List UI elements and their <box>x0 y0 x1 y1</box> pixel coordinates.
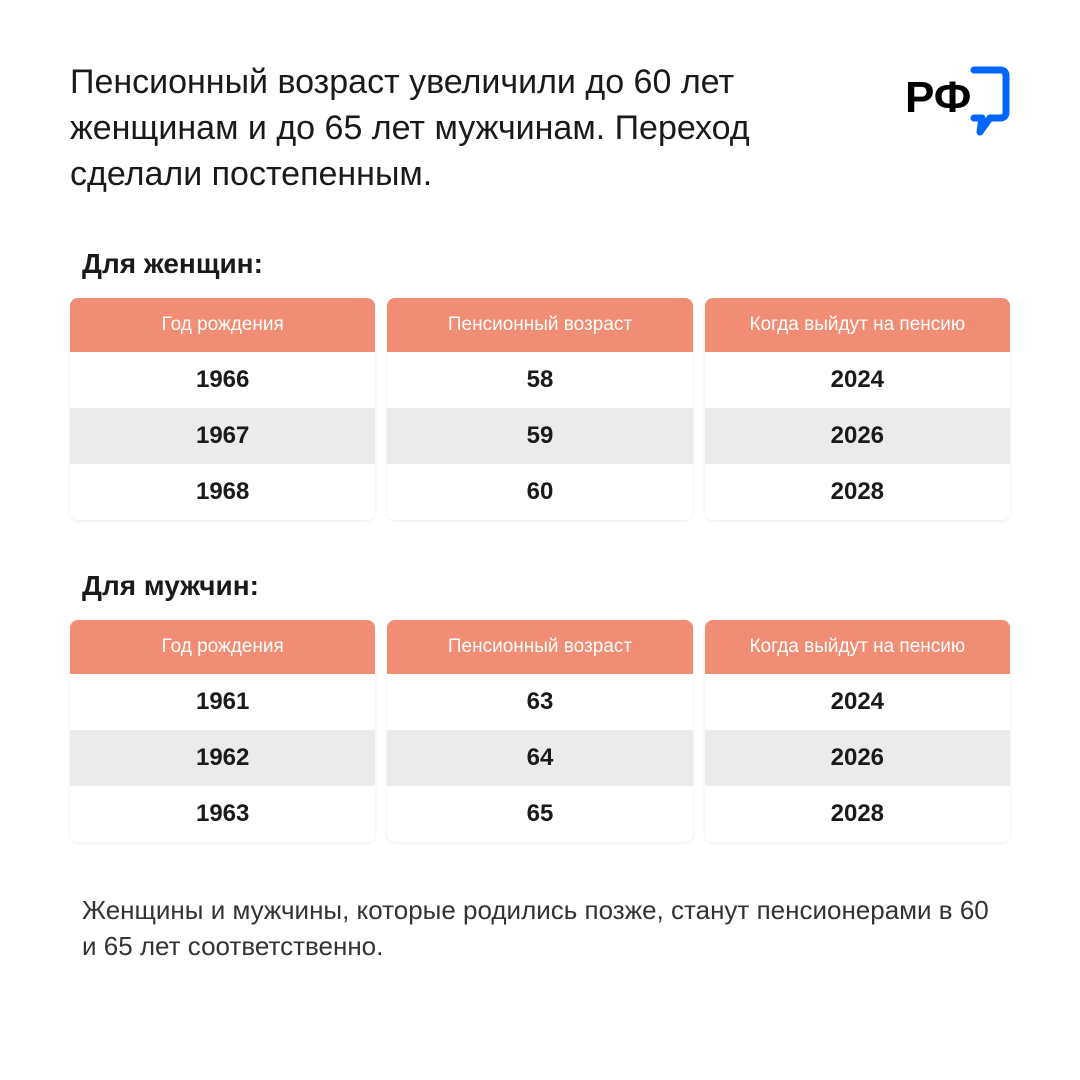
table-cell: 2024 <box>705 352 1010 408</box>
table-cell: 65 <box>387 786 692 842</box>
column-header: Пенсионный возраст <box>387 620 692 674</box>
logo-text-svg: РФ <box>905 73 971 122</box>
table-cell: 2026 <box>705 408 1010 464</box>
table-cell: 64 <box>387 730 692 786</box>
page-title: Пенсионный возраст увеличили до 60 лет ж… <box>70 60 770 198</box>
column-header: Год рождения <box>70 620 375 674</box>
column-header: Пенсионный возраст <box>387 298 692 352</box>
men-col-retire-year: Когда выйдут на пенсию 2024 2026 2028 <box>705 620 1010 842</box>
table-cell: 60 <box>387 464 692 520</box>
table-cell: 2028 <box>705 464 1010 520</box>
women-col-pension-age: Пенсионный возраст 58 59 60 <box>387 298 692 520</box>
footnote-text: Женщины и мужчины, которые родились позж… <box>70 892 1010 965</box>
column-header: Год рождения <box>70 298 375 352</box>
table-cell: 1966 <box>70 352 375 408</box>
table-cell: 63 <box>387 674 692 730</box>
table-cell: 2024 <box>705 674 1010 730</box>
speech-bubble-icon <box>974 70 1006 132</box>
table-cell: 58 <box>387 352 692 408</box>
men-table: Год рождения 1961 1962 1963 Пенсионный в… <box>70 620 1010 842</box>
men-section: Для мужчин: Год рождения 1961 1962 1963 … <box>70 570 1010 842</box>
header-row: Пенсионный возраст увеличили до 60 лет ж… <box>70 60 1010 198</box>
table-cell: 1962 <box>70 730 375 786</box>
rf-logo: РФ <box>900 60 1010 155</box>
men-section-title: Для мужчин: <box>70 570 1010 602</box>
women-col-retire-year: Когда выйдут на пенсию 2024 2026 2028 <box>705 298 1010 520</box>
women-section: Для женщин: Год рождения 1966 1967 1968 … <box>70 248 1010 520</box>
men-col-birth-year: Год рождения 1961 1962 1963 <box>70 620 375 842</box>
table-cell: 2026 <box>705 730 1010 786</box>
women-table: Год рождения 1966 1967 1968 Пенсионный в… <box>70 298 1010 520</box>
women-col-birth-year: Год рождения 1966 1967 1968 <box>70 298 375 520</box>
column-header: Когда выйдут на пенсию <box>705 298 1010 352</box>
table-cell: 1963 <box>70 786 375 842</box>
table-cell: 59 <box>387 408 692 464</box>
women-section-title: Для женщин: <box>70 248 1010 280</box>
men-col-pension-age: Пенсионный возраст 63 64 65 <box>387 620 692 842</box>
table-cell: 1967 <box>70 408 375 464</box>
table-cell: 1968 <box>70 464 375 520</box>
table-cell: 1961 <box>70 674 375 730</box>
column-header: Когда выйдут на пенсию <box>705 620 1010 674</box>
table-cell: 2028 <box>705 786 1010 842</box>
